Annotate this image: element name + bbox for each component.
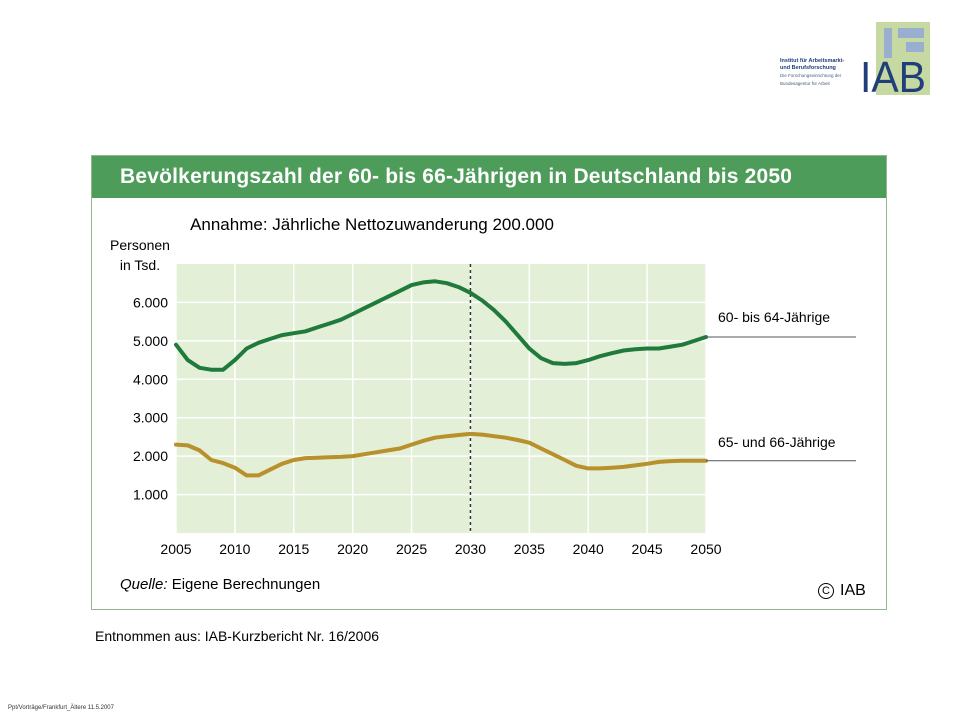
logo-text: Institut für Arbeitsmarkt- und Berufsfor…	[780, 58, 852, 86]
copyright: C IAB	[818, 582, 866, 600]
x-tick-label: 2020	[337, 541, 368, 557]
line-chart: Annahme: Jährliche Nettozuwanderung 200.…	[110, 215, 856, 557]
y-axis-label-line-2: in Tsd.	[120, 257, 160, 273]
y-axis-label-line-1: Personen	[110, 237, 170, 253]
y-tick-label: 5.000	[133, 333, 168, 349]
y-tick-label: 1.000	[133, 487, 168, 503]
x-tick-label: 2040	[573, 541, 604, 557]
x-tick-label: 2015	[278, 541, 309, 557]
chart-subtitle: Annahme: Jährliche Nettozuwanderung 200.…	[190, 215, 554, 234]
x-tick-label: 2030	[455, 541, 486, 557]
y-tick-label: 4.000	[133, 371, 168, 387]
y-tick-label: 6.000	[133, 294, 168, 310]
source-text: Eigene Berechnungen	[171, 576, 321, 593]
series-line	[174, 279, 708, 372]
series-label: 60- bis 64-Jährige	[718, 309, 830, 325]
source-label: Quelle:	[120, 576, 168, 593]
logo-line-1: Institut für Arbeitsmarkt-	[780, 58, 845, 64]
logo-line-3: Die Forschungseinrichtung der	[780, 73, 842, 78]
logo-line-4: Bundesagentur für Arbeit	[780, 80, 830, 86]
chart-panel: Bevölkerungszahl der 60- bis 66-Jährigen…	[91, 155, 887, 610]
x-tick-label: 2035	[514, 541, 545, 557]
plot-area	[176, 264, 706, 533]
logo-mark-text: IAB	[860, 53, 926, 95]
series-line	[174, 431, 708, 478]
iab-logo: Institut für Arbeitsmarkt- und Berufsfor…	[778, 22, 930, 95]
x-tick-label: 2005	[160, 541, 191, 557]
x-tick-label: 2010	[219, 541, 250, 557]
copyright-icon: C	[818, 583, 834, 599]
source-note: Quelle: Eigene Berechnungen	[120, 576, 320, 593]
file-path: Ppt/Vorträge/Frankfurt_Ältere 11.5.2007	[8, 705, 114, 711]
series-label: 65- und 66-Jährige	[718, 434, 836, 450]
source-reference: Entnommen aus: IAB-Kurzbericht Nr. 16/20…	[95, 628, 380, 644]
chart-header: Bevölkerungszahl der 60- bis 66-Jährigen…	[92, 156, 886, 198]
x-tick-label: 2050	[690, 541, 721, 557]
iab-logo-mark: IAB	[860, 22, 930, 95]
copyright-text: IAB	[840, 582, 866, 599]
x-tick-label: 2025	[396, 541, 427, 557]
chart-title: Bevölkerungszahl der 60- bis 66-Jährigen…	[120, 165, 793, 188]
logo-line-2: und Berufsforschung	[780, 64, 836, 71]
y-tick-label: 3.000	[133, 410, 168, 426]
x-tick-label: 2045	[632, 541, 663, 557]
y-tick-label: 2.000	[133, 448, 168, 464]
